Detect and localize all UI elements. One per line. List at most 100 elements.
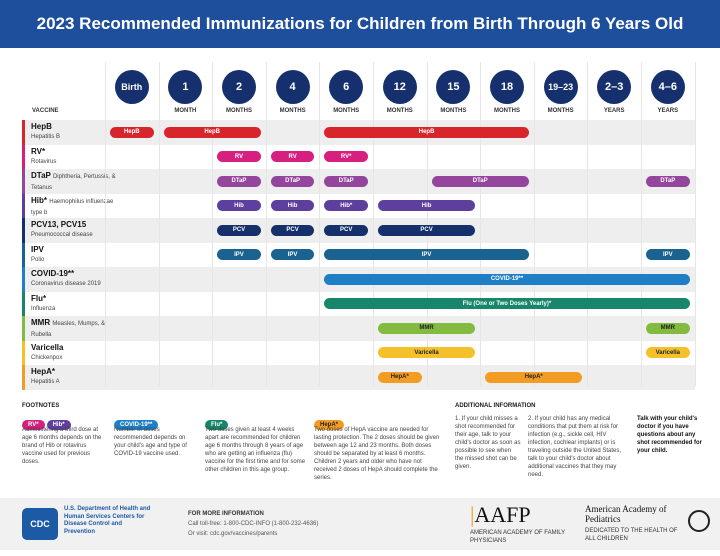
vaccine-row: MMR Measles, Mumps, & Rubella [22,316,695,341]
column-divider [480,62,482,386]
cdc-logo: CDC [22,508,58,540]
age-circle: 6 [329,70,364,104]
column-divider [641,62,642,386]
additional-item-1: 1. If your child misses a shot recommend… [455,416,521,470]
column-divider [533,62,535,386]
dose-bar: MMR [646,322,690,334]
vaccine-row: Varicella Chickenpox [22,340,695,365]
age-circle: 2–3 [597,70,632,104]
dose-bar: Varicella [378,347,476,358]
dose-bar: Hib [270,200,315,211]
visit-link[interactable]: Or visit: cdc.gov/vaccines/parents [188,531,278,537]
dose-bar: DTaP [324,175,368,187]
vaccine-row: IPV Polio [22,242,695,267]
age-unit: MONTHS [494,108,520,114]
vaccine-name: MMR Measles, Mumps, & Rubella [31,318,106,338]
vaccine-name: IPV [31,244,44,254]
footnote: HepA* [314,413,346,431]
dose-bar: PCV [217,224,261,236]
schedule-table: VACCINE HepB Hepatitis B RV* Rotavirus DTaP … [22,62,696,390]
vaccine-name: DTaP Diphtheria, Pertussis, & Tetanus [31,171,116,191]
vaccine-description: Pneumococcal disease [31,232,93,238]
dose-bar: PCV [324,224,368,236]
age-circle: 18 [490,70,524,104]
vaccine-name: Hib* Haemophilus influenzae type b [31,195,114,216]
dose-bar: DTaP [431,175,529,187]
age-unit: MONTHS [226,108,252,114]
dose-bar: HepB [110,126,154,138]
vaccine-name: COVID-19** [31,269,75,278]
vaccine-row: Hib* Haemophilus influenzae type b [22,193,695,218]
footnote-pill: COVID-19** [114,420,159,430]
column-divider [265,62,267,386]
dose-bar: DTaP [270,175,315,187]
footnotes-heading: FOOTNOTES [22,403,60,409]
age-unit: MONTH [174,108,197,114]
dose-bar: HepB [163,126,261,138]
age-unit: MONTHS [440,108,467,114]
age-circle: 4–6 [650,70,685,104]
vaccine-description: Hepatitis B [31,134,61,140]
column-divider [373,62,374,386]
age-circle: Birth [114,70,149,104]
vaccine-name: Flu* [31,293,47,303]
vaccine-name: HepB [31,122,52,131]
talk-with-doctor: Talk with your child's doctor if you hav… [637,416,703,454]
age-unit: YEARS [657,108,679,114]
additional-item-2: 2. If your child has any medical conditi… [528,416,622,478]
vaccine-row: HepA* Hepatitis A [22,365,695,390]
footnote-text: Two doses given at least 4 weeks apart a… [205,427,306,473]
dose-bar: Varicella [646,347,690,358]
footnote: COVID-19** [114,413,160,431]
dose-bar: PCV [378,224,476,236]
aap-seal-icon [688,510,710,532]
aafp-logo: |AAFP [470,502,531,527]
age-unit: YEARS [603,108,625,114]
dose-bar: IPV [217,249,261,260]
call-text[interactable]: Call toll-free: 1-800-CDC-INFO (1-800-23… [188,521,319,527]
column-divider [694,62,696,386]
row-color-bar [22,120,25,145]
dose-bar: RV* [324,151,368,162]
vaccine-name: HepA* [31,367,56,376]
vaccine-description: Chickenpox [31,354,63,361]
dose-bar: RV [270,151,315,162]
aafp-sub: AMERICAN ACADEMY OF FAMILY PHYSICIANS [470,530,566,544]
age-circle: 1 [168,70,203,104]
column-divider [158,62,160,386]
page-title: 2023 Recommended Immunizations for Child… [0,0,720,48]
vaccine-row: Flu* Influenza [22,291,695,316]
vaccine-description: Hepatitis A [31,379,60,385]
vaccine-description: Coronavirus disease 2019 [31,281,101,287]
dose-bar: Hib [217,200,261,211]
row-color-bar [22,218,25,243]
dose-bar: IPV [270,249,315,260]
vaccine-description: Haemophilus influenzae type b [31,198,114,216]
dose-bar: IPV [324,249,529,260]
dose-bar: COVID-19** [324,273,690,285]
age-unit: MONTHS [547,108,574,114]
vaccine-name: PCV13, PCV15 [31,220,87,229]
row-color-bar [22,242,25,267]
footnote-pill: HepA* [314,420,345,430]
dose-bar: HepB [324,126,529,138]
footnote: Flu* [205,413,230,431]
row-color-bar [22,340,25,365]
vaccine-description: Diphtheria, Pertussis, & Tetanus [31,174,116,191]
age-unit: MONTHS [333,108,360,114]
vaccine-column-header: VACCINE [32,108,59,114]
row-color-bar [22,365,25,390]
age-circle: 19–23 [543,70,578,104]
additional-heading: ADDITIONAL INFORMATION [455,403,536,409]
column-divider [212,62,214,386]
column-divider [426,62,428,386]
age-circle: 15 [436,70,471,104]
dose-bar: HepA* [378,371,422,383]
dose-bar: MMR [378,322,476,334]
dose-bar: DTaP [646,175,690,187]
hhs-text: U.S. Department of Health and Human Serv… [64,506,151,535]
row-color-bar [22,267,25,292]
age-unit: MONTHS [386,108,413,114]
age-unit: MONTHS [279,108,306,114]
age-circle: 12 [382,70,417,104]
